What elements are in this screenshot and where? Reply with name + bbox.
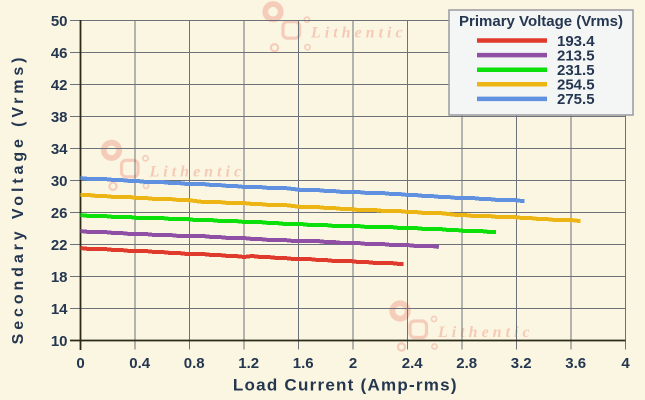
svg-text:Primary Voltage (Vrms): Primary Voltage (Vrms) xyxy=(459,13,623,30)
svg-text:1.2: 1.2 xyxy=(238,355,259,372)
svg-text:34: 34 xyxy=(51,141,68,158)
svg-text:2.8: 2.8 xyxy=(456,355,477,372)
svg-text:10: 10 xyxy=(51,333,68,350)
svg-text:3.2: 3.2 xyxy=(511,355,532,372)
svg-text:2: 2 xyxy=(349,355,357,372)
svg-text:26: 26 xyxy=(51,205,68,222)
svg-text:18: 18 xyxy=(51,269,68,286)
svg-text:30: 30 xyxy=(51,173,68,190)
svg-text:Lithentic: Lithentic xyxy=(437,324,534,341)
svg-text:Lithentic: Lithentic xyxy=(149,163,246,180)
svg-text:0.4: 0.4 xyxy=(129,355,151,372)
svg-text:Secondary Voltage (Vrms): Secondary Voltage (Vrms) xyxy=(10,54,27,345)
svg-text:2.4: 2.4 xyxy=(402,355,424,372)
svg-text:46: 46 xyxy=(51,45,68,62)
svg-text:1.6: 1.6 xyxy=(293,355,314,372)
svg-text:42: 42 xyxy=(51,77,68,94)
svg-text:Load Current (Amp-rms): Load Current (Amp-rms) xyxy=(233,376,458,395)
svg-text:3.6: 3.6 xyxy=(565,355,586,372)
svg-text:213.5: 213.5 xyxy=(557,47,595,64)
svg-text:275.5: 275.5 xyxy=(557,91,595,108)
svg-text:231.5: 231.5 xyxy=(557,62,595,79)
svg-text:38: 38 xyxy=(51,109,68,126)
svg-text:193.4: 193.4 xyxy=(557,33,595,50)
svg-text:0: 0 xyxy=(76,355,84,372)
svg-text:50: 50 xyxy=(51,13,68,30)
svg-text:Lithentic: Lithentic xyxy=(310,25,407,42)
svg-text:4: 4 xyxy=(621,355,630,372)
svg-text:254.5: 254.5 xyxy=(557,77,595,94)
svg-text:0.8: 0.8 xyxy=(184,355,205,372)
svg-text:22: 22 xyxy=(51,237,68,254)
svg-text:14: 14 xyxy=(51,301,68,318)
